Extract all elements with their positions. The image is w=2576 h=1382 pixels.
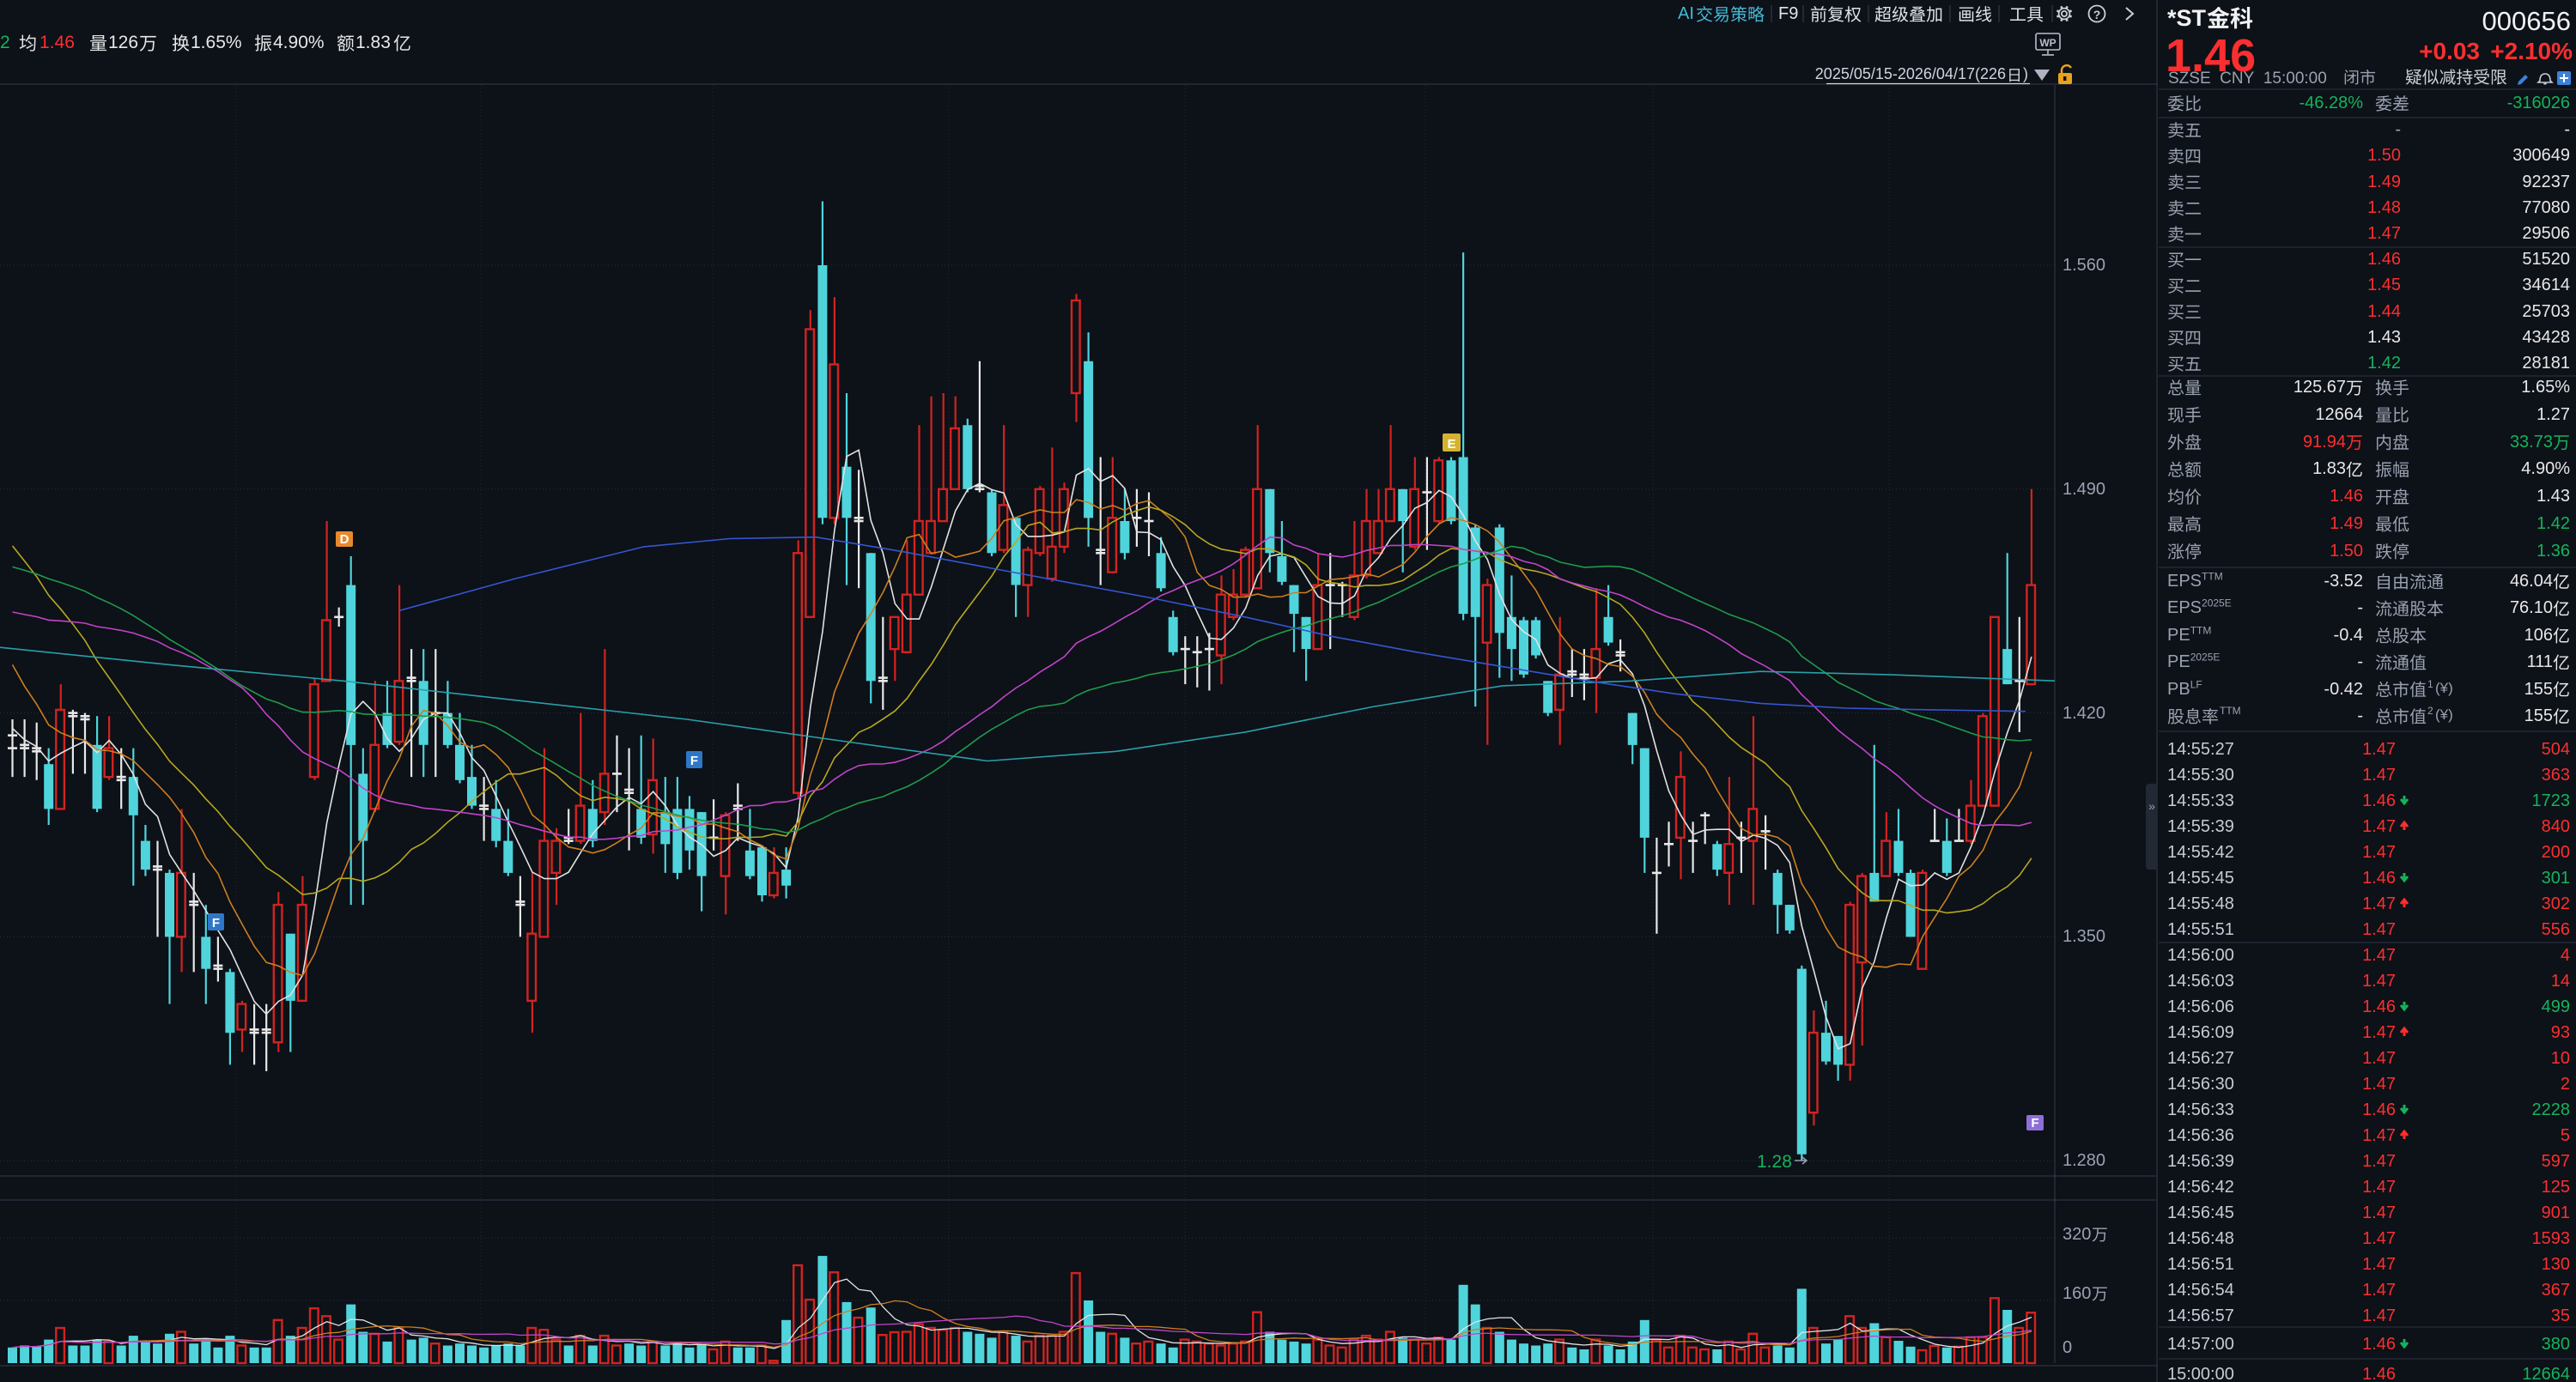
svg-text:?: ?	[2093, 8, 2101, 21]
svg-text:WP: WP	[2039, 37, 2056, 49]
svg-text:1.28: 1.28	[1757, 1152, 1792, 1172]
svg-text:»: »	[2148, 799, 2155, 813]
svg-text:F: F	[690, 754, 698, 768]
svg-text:F: F	[2031, 1116, 2038, 1130]
svg-text:F: F	[212, 916, 220, 930]
svg-text:D: D	[340, 532, 349, 547]
svg-text:E: E	[1447, 437, 1455, 452]
